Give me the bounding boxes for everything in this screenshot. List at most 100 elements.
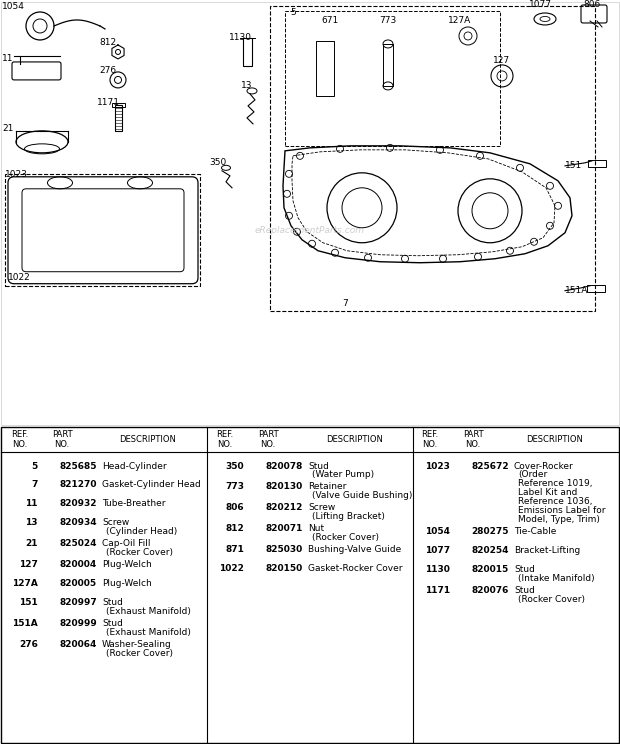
Text: (Rocker Cover): (Rocker Cover) [106, 650, 173, 658]
Text: 13: 13 [241, 81, 253, 90]
Text: Screw: Screw [308, 504, 335, 513]
Text: 1022: 1022 [8, 273, 31, 282]
Text: (Lifting Bracket): (Lifting Bracket) [312, 513, 385, 522]
Text: 820005: 820005 [60, 580, 97, 589]
Text: 820078: 820078 [265, 461, 303, 470]
Text: Screw: Screw [102, 519, 129, 527]
Text: 871: 871 [225, 545, 244, 554]
Text: (Exhaust Manifold): (Exhaust Manifold) [106, 628, 191, 637]
Text: PART
NO.: PART NO. [463, 430, 484, 449]
Text: Tie-Cable: Tie-Cable [514, 527, 556, 536]
Text: Stud: Stud [102, 619, 123, 628]
Text: 825024: 825024 [60, 539, 97, 548]
Text: 350: 350 [210, 158, 227, 167]
Text: Bushing-Valve Guide: Bushing-Valve Guide [308, 545, 401, 554]
Text: 7: 7 [32, 481, 38, 490]
Text: Cap-Oil Fill: Cap-Oil Fill [102, 539, 151, 548]
Text: Head-Cylinder: Head-Cylinder [102, 461, 167, 470]
Text: REF.
NO.: REF. NO. [11, 430, 29, 449]
Text: 1171: 1171 [97, 98, 120, 107]
Text: 806: 806 [226, 504, 244, 513]
Text: Washer-Sealing: Washer-Sealing [102, 640, 172, 650]
Text: 11: 11 [25, 499, 38, 508]
Bar [5, 174, 200, 286]
Text: 812: 812 [225, 525, 244, 533]
Text: 151A: 151A [12, 619, 38, 628]
Text: DESCRIPTION: DESCRIPTION [120, 435, 177, 444]
Text: Retainer: Retainer [308, 482, 347, 492]
Text: 1023: 1023 [5, 170, 28, 179]
Text: Nut: Nut [308, 525, 324, 533]
Text: 820997: 820997 [60, 598, 97, 607]
Text: 1054: 1054 [2, 2, 25, 11]
Text: 1054: 1054 [425, 527, 450, 536]
Text: (Valve Guide Bushing): (Valve Guide Bushing) [312, 492, 412, 501]
Text: Reference 1036,: Reference 1036, [518, 498, 593, 507]
Text: Gasket-Rocker Cover: Gasket-Rocker Cover [308, 564, 402, 574]
Text: 806: 806 [583, 0, 601, 9]
Text: (Order: (Order [518, 470, 547, 479]
Text: Stud: Stud [102, 598, 123, 607]
Bar [270, 6, 595, 311]
Text: 820064: 820064 [60, 640, 97, 650]
Text: 151A: 151A [565, 286, 588, 295]
Bar [587, 285, 605, 292]
Text: 820071: 820071 [265, 525, 303, 533]
Text: 773: 773 [379, 16, 397, 25]
Text: 21: 21 [25, 539, 38, 548]
Text: 820254: 820254 [471, 546, 509, 555]
Text: 1130: 1130 [425, 565, 450, 574]
Text: Emissions Label for: Emissions Label for [518, 507, 606, 516]
Text: Plug-Welch: Plug-Welch [102, 560, 152, 569]
Text: 812: 812 [99, 38, 117, 47]
Text: 350: 350 [226, 461, 244, 470]
Text: 127A: 127A [448, 16, 472, 25]
Text: 127: 127 [19, 560, 38, 569]
Text: Cover-Rocker: Cover-Rocker [514, 461, 574, 470]
Text: 820150: 820150 [266, 564, 303, 574]
Text: 7: 7 [342, 298, 348, 308]
Text: 127A: 127A [12, 580, 38, 589]
Text: 825030: 825030 [266, 545, 303, 554]
Text: (Rocker Cover): (Rocker Cover) [312, 533, 379, 542]
Text: 820004: 820004 [60, 560, 97, 569]
Text: (Rocker Cover): (Rocker Cover) [518, 595, 585, 604]
Text: (Cylinder Head): (Cylinder Head) [106, 527, 177, 536]
Text: 773: 773 [225, 482, 244, 492]
Text: eReplacementParts.com: eReplacementParts.com [255, 226, 365, 235]
Bar [383, 44, 393, 86]
Text: REF.
NO.: REF. NO. [216, 430, 234, 449]
Text: Model, Type, Trim): Model, Type, Trim) [518, 516, 600, 525]
Text: (Rocker Cover): (Rocker Cover) [106, 548, 173, 557]
Text: DESCRIPTION: DESCRIPTION [526, 435, 583, 444]
Text: 1130: 1130 [229, 33, 252, 42]
Text: (Exhaust Manifold): (Exhaust Manifold) [106, 607, 191, 616]
Text: PART
NO.: PART NO. [51, 430, 73, 449]
Text: (Water Pump): (Water Pump) [312, 470, 374, 479]
Bar [115, 105, 122, 131]
Text: Label Kit and: Label Kit and [518, 489, 577, 498]
Text: 1023: 1023 [425, 461, 450, 470]
Text: 1022: 1022 [219, 564, 244, 574]
Text: 820076: 820076 [472, 586, 509, 595]
Text: 5: 5 [32, 461, 38, 470]
Bar [112, 103, 125, 107]
Bar [285, 11, 500, 146]
Text: Stud: Stud [514, 565, 535, 574]
Text: 1077: 1077 [528, 0, 552, 9]
Text: 820932: 820932 [60, 499, 97, 508]
Text: 13: 13 [25, 519, 38, 527]
Text: 820015: 820015 [472, 565, 509, 574]
Text: 820130: 820130 [266, 482, 303, 492]
Text: 21: 21 [2, 124, 14, 133]
Text: 671: 671 [321, 16, 339, 25]
Text: 1077: 1077 [425, 546, 450, 555]
Text: Stud: Stud [308, 461, 329, 470]
Bar [588, 160, 606, 167]
Text: 276: 276 [99, 66, 117, 75]
Text: 820999: 820999 [60, 619, 97, 628]
Text: Reference 1019,: Reference 1019, [518, 479, 593, 489]
Text: 825685: 825685 [60, 461, 97, 470]
Text: 280275: 280275 [471, 527, 509, 536]
Text: (Intake Manifold): (Intake Manifold) [518, 574, 595, 583]
